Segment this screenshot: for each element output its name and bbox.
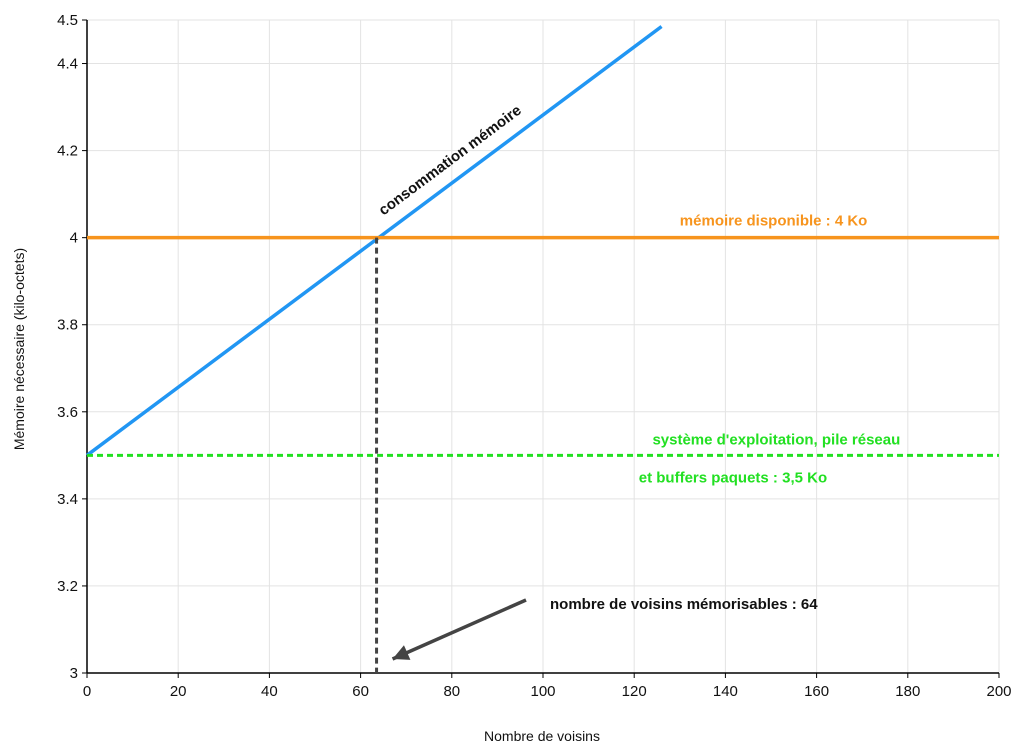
- annotation: nombre de voisins mémorisables : 64: [375, 237, 818, 673]
- x-tick-label: 160: [804, 683, 829, 700]
- x-tick-label: 180: [895, 683, 920, 700]
- annotation-text: nombre de voisins mémorisables : 64: [550, 596, 818, 613]
- y-tick-labels: 3 3.2 3.4 3.6 3.8 4 4.2 4.4 4.5: [57, 12, 78, 682]
- series-label-consumption: consommation mémoire: [376, 102, 525, 219]
- x-axis-label: Nombre de voisins: [484, 728, 600, 743]
- x-tick-label: 100: [530, 683, 555, 700]
- y-tick-label: 4.2: [57, 143, 78, 160]
- x-tick-label: 80: [443, 683, 460, 700]
- series-label-os-line-1: système d'exploitation, pile réseau: [652, 431, 900, 448]
- x-tick-labels: 0 20 40 60 80 100 120 140 160 180 200: [83, 683, 1012, 700]
- y-axis-label: Mémoire nécessaire (kilo-octets): [11, 248, 27, 450]
- y-tick-label: 3.8: [57, 317, 78, 334]
- x-tick-label: 140: [713, 683, 738, 700]
- annotation-arrow-head: [392, 645, 411, 660]
- x-tick-label: 120: [622, 683, 647, 700]
- series-labels: consommation mémoire mémoire disponible :…: [376, 102, 901, 487]
- grid: [87, 19, 1000, 673]
- y-tick-label: 4.4: [57, 56, 78, 73]
- x-tick-label: 200: [986, 683, 1011, 700]
- y-tick-label: 4.5: [57, 12, 78, 29]
- y-tick-label: 3.6: [57, 404, 78, 421]
- y-tick-label: 3: [70, 665, 78, 682]
- x-tick-label: 20: [170, 683, 187, 700]
- series-label-os-line-2: et buffers paquets : 3,5 Ko: [639, 469, 827, 486]
- x-tick-label: 60: [352, 683, 369, 700]
- series-lines: [85, 25, 999, 457]
- x-tick-label: 0: [83, 683, 91, 700]
- series-label-available: mémoire disponible : 4 Ko: [680, 213, 868, 230]
- y-tick-label: 3.2: [57, 578, 78, 595]
- axes: [82, 19, 1000, 678]
- annotation-arrow-shaft: [391, 598, 527, 661]
- x-tick-label: 40: [261, 683, 278, 700]
- series-line-consumption: [85, 25, 663, 457]
- y-tick-label: 4: [70, 230, 78, 247]
- y-tick-label: 3.4: [57, 491, 78, 508]
